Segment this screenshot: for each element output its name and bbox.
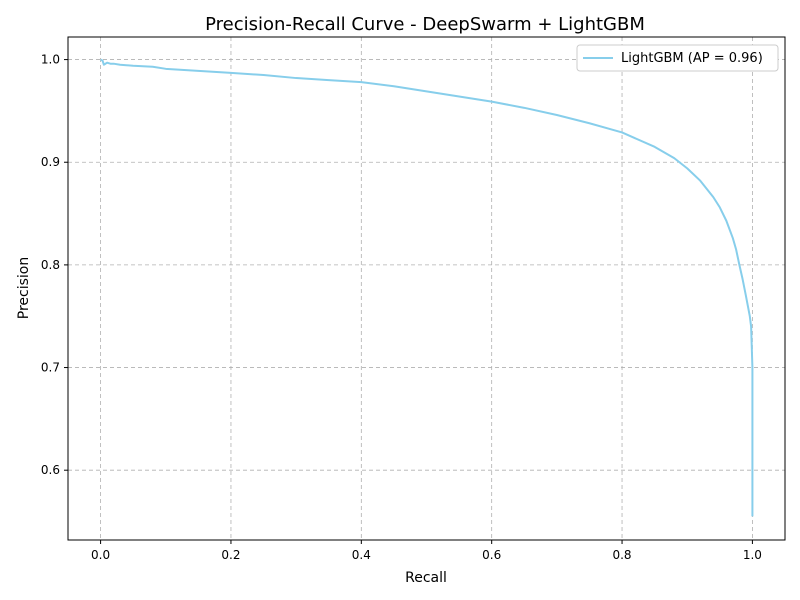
x-tick-label: 0.0 bbox=[91, 548, 110, 562]
y-tick-label: 0.9 bbox=[41, 155, 60, 169]
x-axis: 0.0 0.2 0.4 0.6 0.8 1.0 bbox=[91, 540, 762, 562]
legend-label: LightGBM (AP = 0.96) bbox=[621, 51, 763, 66]
y-axis-label: Precision bbox=[16, 257, 32, 319]
legend-box bbox=[576, 44, 779, 72]
x-tick-label: 0.4 bbox=[352, 548, 371, 562]
x-tick-label: 1.0 bbox=[743, 548, 762, 562]
y-tick-label: 0.8 bbox=[41, 258, 60, 272]
x-tick-label: 0.6 bbox=[482, 548, 501, 562]
x-tick-label: 0.8 bbox=[612, 548, 631, 562]
x-tick-label: 0.2 bbox=[221, 548, 240, 562]
y-tick-label: 0.7 bbox=[41, 361, 60, 375]
legend: LightGBM (AP = 0.96) bbox=[576, 44, 779, 72]
chart-title: Precision-Recall Curve - DeepSwarm + Lig… bbox=[205, 14, 645, 35]
series-line bbox=[100, 58, 754, 517]
y-tick-label: 1.0 bbox=[41, 53, 60, 67]
plot-area bbox=[67, 36, 786, 541]
y-tick-label: 0.6 bbox=[41, 463, 60, 477]
x-axis-label: Recall bbox=[405, 570, 447, 586]
series-layer bbox=[100, 58, 754, 517]
y-axis: 0.6 0.7 0.8 0.9 1.0 bbox=[41, 53, 68, 477]
grid bbox=[68, 37, 785, 540]
